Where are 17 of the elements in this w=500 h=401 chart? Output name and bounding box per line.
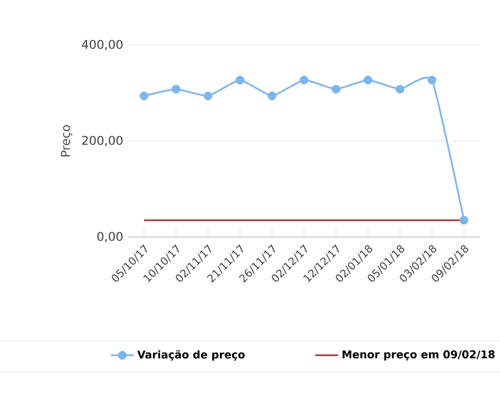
y-tick-label: 200,00 xyxy=(82,136,122,146)
point xyxy=(428,76,436,84)
point xyxy=(204,92,212,100)
y-tick-label: 400,00 xyxy=(82,40,122,50)
point xyxy=(268,92,276,100)
point xyxy=(460,216,468,225)
y-tick-label: 0,00 xyxy=(97,232,122,242)
point xyxy=(236,76,244,84)
y-axis-title: Preço xyxy=(61,125,72,156)
point xyxy=(364,76,372,84)
point xyxy=(300,76,308,84)
point xyxy=(332,84,340,94)
legend-label: Variação de preço xyxy=(137,350,245,361)
point xyxy=(140,92,148,100)
point xyxy=(396,84,404,94)
point xyxy=(172,84,180,94)
legend-label: Menor preço em 09/02/18 xyxy=(342,350,495,360)
